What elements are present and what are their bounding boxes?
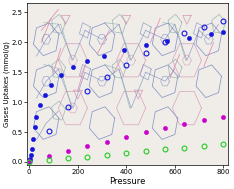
X-axis label: Pressure: Pressure <box>109 177 146 186</box>
Y-axis label: Gases Uptakes (mmol/g): Gases Uptakes (mmol/g) <box>4 41 10 127</box>
